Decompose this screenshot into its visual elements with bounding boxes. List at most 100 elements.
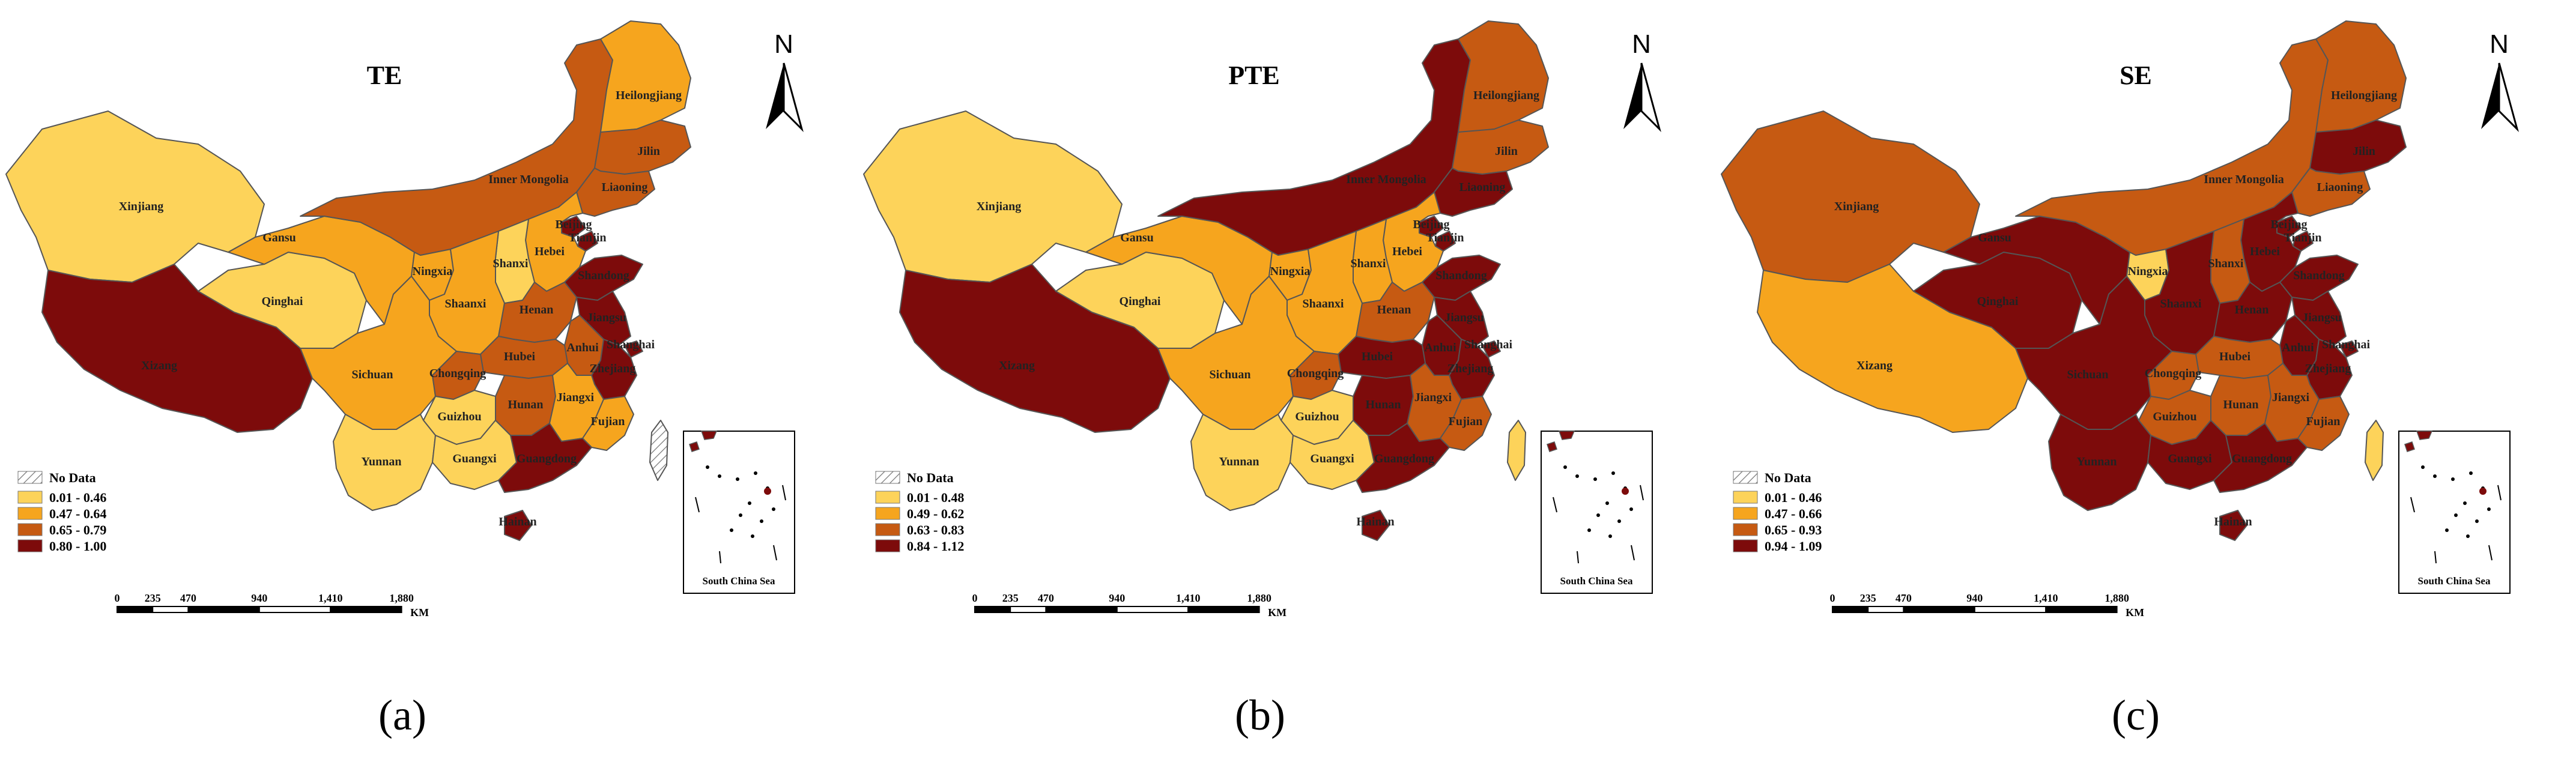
province-xizang[interactable] [899,264,1171,433]
inset-boundary-dash [2410,497,2415,513]
province-label-qinghai: Qinghai [262,295,303,308]
province-shanghai[interactable] [624,340,643,358]
inset-island [772,507,775,511]
province-label-ningxia: Ningxia [413,265,453,278]
province-taiwan[interactable] [2365,420,2384,481]
province-heilongjiang[interactable] [600,20,691,133]
province-label-inner-mongolia: Inner Mongolia [1346,173,1426,186]
province-label-shaanxi: Shaanxi [445,297,486,310]
province-xinjiang[interactable] [1721,110,1980,283]
inset-island [2466,534,2470,538]
province-taiwan[interactable] [1507,420,1526,481]
scale-tick-label: 0 [1830,592,1835,604]
province-xinjiang[interactable] [863,110,1123,283]
province-label-shanghai: Shanghai [2322,338,2370,351]
province-label-shanxi: Shanxi [493,257,529,270]
province-label-ningxia: Ningxia [2128,265,2168,278]
province-tianjin[interactable] [577,231,598,252]
province-hubei[interactable] [480,336,568,379]
inset-island [1605,501,1609,505]
inset-island [2475,519,2479,523]
province-guangdong[interactable] [2213,423,2308,493]
province-hubei[interactable] [2195,336,2284,379]
province-hainan[interactable] [1362,510,1390,541]
province-label-hebei: Hebei [2250,245,2280,258]
province-hainan[interactable] [2219,510,2247,541]
north-arrow-right-icon [783,62,804,133]
province-label-guangdong: Guangdong [1374,452,1434,465]
scale-segment [117,606,154,613]
province-label-jiangxi: Jiangxi [557,391,595,404]
province-heilongjiang[interactable] [1458,20,1549,133]
province-tianjin[interactable] [1435,231,1456,252]
province-label-chongqing: Chongqing [2145,367,2202,380]
province-label-shandong: Shandong [2293,269,2345,282]
scale-tick-label: 1,880 [389,592,414,604]
north-arrow: N [766,29,804,133]
province-layer [863,20,1549,541]
province-liaoning[interactable] [2291,168,2371,217]
inset-island [739,513,742,517]
province-label-xinjiang: Xinjiang [119,200,163,213]
province-liaoning[interactable] [576,168,655,217]
scale-unit: KM [410,606,429,618]
province-xizang[interactable] [1757,264,2028,433]
inset-island [2454,513,2458,517]
province-label-guizhou: Guizhou [1295,410,1339,423]
province-hubei[interactable] [1338,336,1426,379]
province-xizang[interactable] [41,264,313,433]
inset-coast [2416,431,2433,440]
inset-frame [2398,431,2511,594]
province-label-jilin: Jilin [1495,145,1518,158]
map-panel-se: Xinjiang Xizang Qinghai Gansu Ningxia Inner M… [1721,20,2519,739]
inset-hainan [689,441,700,452]
province-label-shanxi: Shanxi [1351,257,1386,270]
province-xinjiang[interactable] [5,110,265,283]
scale-tick-label: 1,880 [1247,592,1271,604]
province-layer [5,20,691,541]
province-shanghai[interactable] [2339,340,2359,358]
scale-segment [1867,606,1905,613]
legend-swatch-1 [875,491,900,504]
province-taiwan[interactable] [649,420,668,481]
scale-segment [2045,606,2118,613]
north-arrow-left-icon [766,63,784,129]
province-label-qinghai: Qinghai [1120,295,1161,308]
province-heilongjiang[interactable] [2315,20,2407,133]
inset-island [1575,474,1579,478]
inset-boundary-dash [782,485,786,501]
scale-segment [1116,606,1189,613]
legend-swatch-2 [875,507,900,520]
legend-swatch-2 [1733,507,1758,520]
scale-tick-label: 470 [1038,592,1054,604]
legend-label-3: 0.65 - 0.93 [1765,522,1822,537]
province-guangdong[interactable] [1356,423,1450,493]
inset-boundary-dash [1553,497,1557,513]
province-yunnan[interactable] [2048,414,2151,511]
province-liaoning[interactable] [1434,168,1513,217]
inset-label: South China Sea [703,575,775,587]
province-yunnan[interactable] [333,414,436,511]
province-label-hunan: Hunan [508,398,544,411]
legend-swatch-3 [875,523,900,536]
legend: No Data 0.01 - 0.460.47 - 0.640.65 - 0.79… [17,470,106,554]
province-yunnan[interactable] [1190,414,1294,511]
province-hainan[interactable] [504,510,532,541]
province-label-shanxi: Shanxi [2208,257,2244,270]
scale-tick-label: 1,410 [318,592,343,604]
province-label-shandong: Shandong [578,269,629,282]
legend-label-2: 0.47 - 0.64 [49,506,106,521]
scale-segment [1187,606,1260,613]
province-label-shanghai: Shanghai [607,338,655,351]
inset-boundary-dash [2488,545,2493,561]
province-guangdong[interactable] [498,423,592,493]
province-labels: Xinjiang Xizang Qinghai Gansu Ningxia Inner M… [1834,89,2397,528]
scale-segment [1832,606,1869,613]
inset-marker [2479,488,2487,495]
scale-tick-label: 1,410 [2034,592,2058,604]
inset-island [730,528,733,532]
province-tianjin[interactable] [2293,231,2314,252]
province-shanghai[interactable] [1482,340,1501,358]
inset-island [2421,465,2425,469]
